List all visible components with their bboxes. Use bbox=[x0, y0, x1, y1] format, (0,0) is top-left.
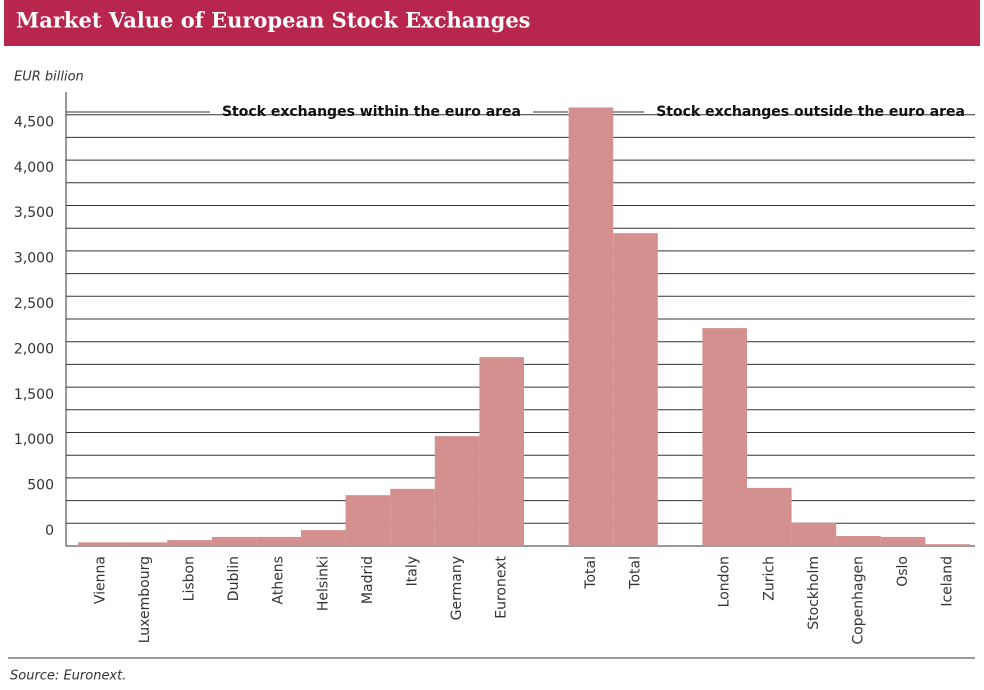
x-tick-label: Iceland bbox=[940, 556, 956, 607]
x-tick-label: Lisbon bbox=[182, 556, 198, 601]
y-tick-label: 2,500 bbox=[14, 296, 54, 312]
x-tick-label: Euronext bbox=[494, 555, 510, 618]
bar bbox=[256, 536, 301, 546]
bar bbox=[702, 328, 747, 546]
bar bbox=[479, 357, 524, 546]
x-tick-label: Stockholm bbox=[806, 556, 822, 630]
bar bbox=[122, 542, 168, 546]
bar bbox=[613, 233, 658, 546]
x-tick-label: Germany bbox=[449, 556, 465, 620]
x-tick-label: Oslo bbox=[895, 556, 911, 587]
bar bbox=[345, 495, 391, 546]
bar bbox=[880, 536, 926, 546]
y-tick-label: 2,000 bbox=[14, 341, 54, 357]
y-tick-label: 4,500 bbox=[14, 114, 54, 130]
bar bbox=[78, 542, 123, 546]
header-bar bbox=[4, 0, 980, 46]
bar bbox=[390, 488, 435, 546]
bar bbox=[925, 544, 970, 546]
bar bbox=[747, 487, 792, 546]
y-tick-label: 500 bbox=[27, 478, 54, 494]
x-tick-label: Italy bbox=[405, 556, 421, 586]
x-tick-label: Vienna bbox=[92, 556, 108, 604]
x-tick-label: Total bbox=[583, 556, 599, 590]
section-label: Stock exchanges outside the euro area bbox=[656, 104, 965, 120]
y-axis-label: EUR billion bbox=[14, 70, 84, 85]
x-tick-label: Dublin bbox=[226, 556, 242, 601]
y-tick-label: 1,500 bbox=[14, 387, 54, 403]
x-tick-label: Total bbox=[628, 556, 644, 590]
y-tick-label: 3,500 bbox=[14, 205, 54, 221]
y-tick-label: 1,000 bbox=[14, 432, 54, 448]
bar bbox=[791, 522, 837, 546]
x-tick-label: Athens bbox=[271, 556, 287, 604]
source: Source: Euronext. bbox=[10, 669, 126, 684]
x-tick-label: Luxembourg bbox=[137, 556, 153, 643]
bar bbox=[434, 436, 480, 546]
x-tick-label: London bbox=[717, 556, 733, 607]
y-tick-label: 4,000 bbox=[14, 160, 54, 176]
x-tick-label: Helsinki bbox=[315, 556, 331, 611]
bar bbox=[301, 530, 346, 546]
x-tick-label: Zurich bbox=[761, 556, 777, 601]
bar bbox=[568, 107, 614, 546]
chart-title: Market Value of European Stock Exchanges bbox=[16, 8, 531, 33]
y-tick-label: 0 bbox=[45, 523, 54, 539]
section-label: Stock exchanges within the euro area bbox=[222, 104, 521, 120]
bar bbox=[211, 536, 257, 546]
y-tick-label: 3,000 bbox=[14, 251, 54, 267]
x-tick-label: Madrid bbox=[360, 556, 376, 604]
x-tick-label: Copenhagen bbox=[851, 556, 867, 645]
bar bbox=[167, 540, 212, 546]
bar bbox=[836, 536, 881, 546]
